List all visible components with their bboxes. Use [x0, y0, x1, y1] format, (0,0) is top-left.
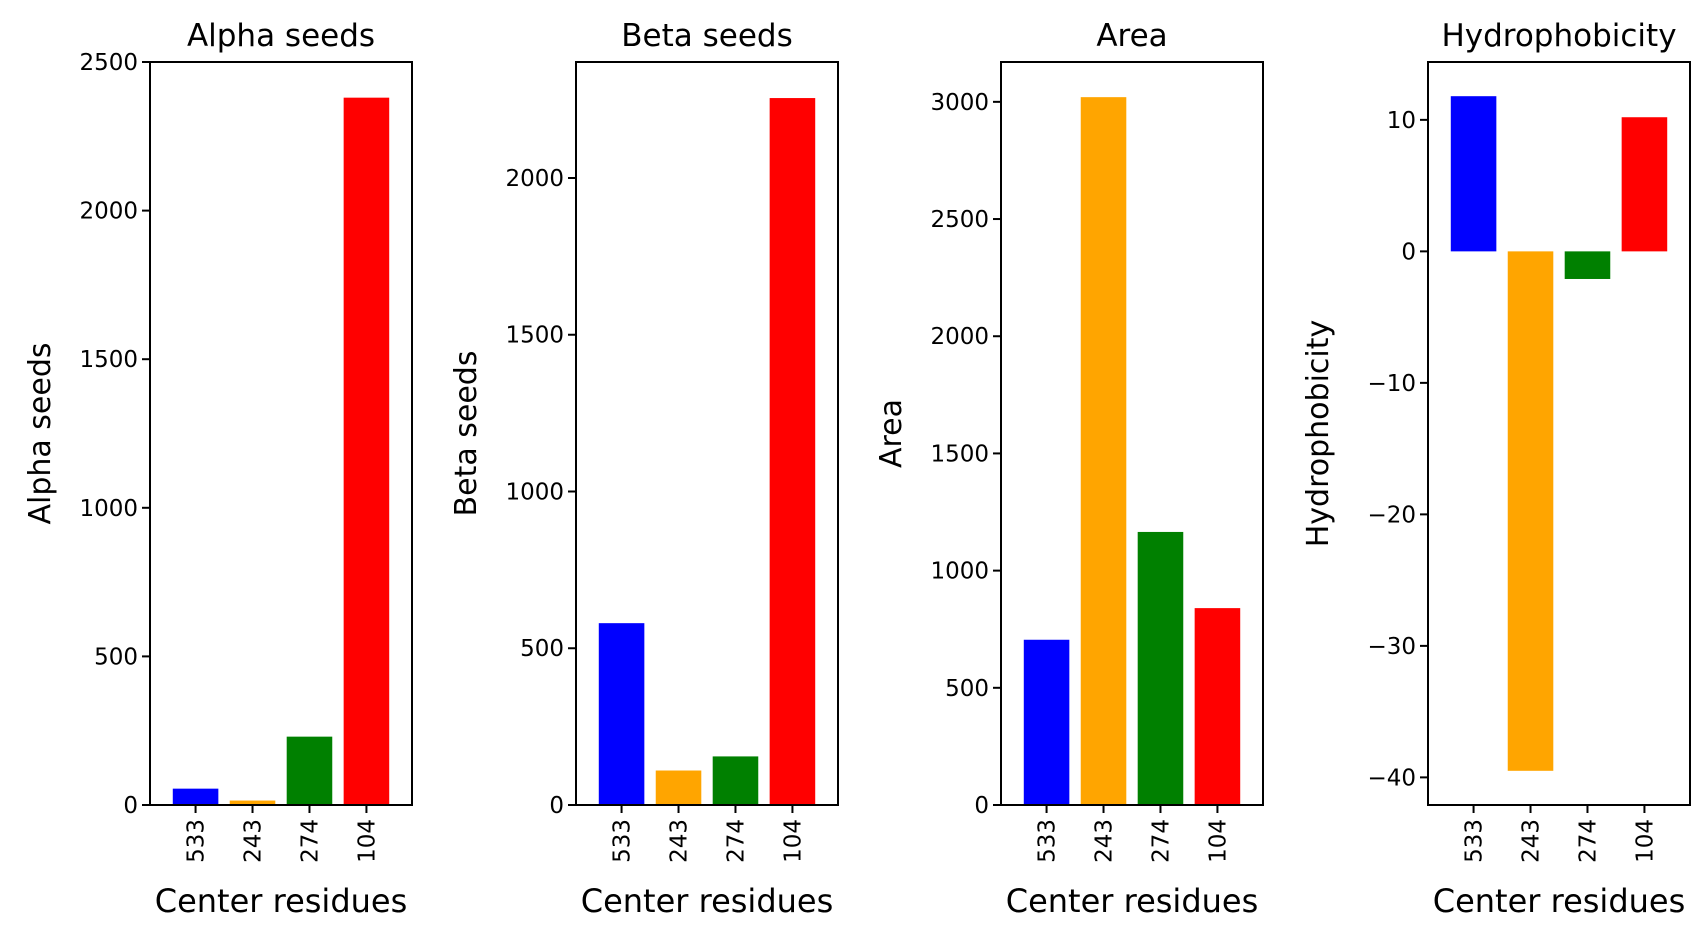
plot-frame [149, 61, 413, 806]
bar-104 [343, 97, 390, 805]
x-tick-label: 533 [1035, 819, 1061, 863]
y-tick-label: 1500 [79, 347, 138, 373]
y-tick-label: 500 [945, 676, 989, 702]
bar-533 [172, 788, 219, 805]
y-tick-label: 2000 [79, 199, 138, 225]
chart-panel-3: 533 243 274 104 0 500 1000 1500 2000 2500 3000 Area… [874, 18, 1264, 920]
bar-243 [1080, 97, 1127, 806]
y-axis-label: Beta seeds [449, 351, 484, 517]
y-tick-label: 10 [1387, 108, 1416, 134]
x-tick-label: 243 [1092, 819, 1118, 863]
bar-533 [1450, 96, 1497, 252]
bar-274 [1564, 251, 1611, 279]
y-tick-label: 1500 [930, 441, 989, 467]
x-tick-label: 533 [184, 819, 210, 863]
plot-frame [1000, 61, 1264, 806]
y-tick-label: 500 [94, 644, 138, 670]
bar-533 [598, 623, 645, 805]
y-tick-label: 2000 [505, 166, 564, 192]
bar-274 [712, 756, 759, 805]
chart-panel-4: 533 243 274 104 −40 −30 −20 −10 0 10 Hydrophobicit… [1301, 18, 1691, 920]
y-tick-label: 1500 [505, 323, 564, 349]
chart-title: Area [1096, 18, 1167, 54]
chart-title: Hydrophobicity [1441, 18, 1676, 54]
x-tick-label: 274 [723, 819, 749, 863]
y-tick-label: 1000 [79, 496, 138, 522]
bar-104 [1621, 117, 1668, 252]
y-tick-label: 1000 [930, 559, 989, 585]
chart-panel-2: 533 243 274 104 0 500 1000 1500 2000 Beta seeds Ce… [449, 18, 839, 920]
x-tick-label: 533 [1462, 819, 1488, 863]
x-tick-label: 533 [610, 819, 636, 863]
y-tick-label: −10 [1367, 371, 1416, 397]
chart-title: Alpha seeds [187, 18, 375, 54]
y-tick-label: 0 [974, 793, 989, 819]
y-tick-label: 3000 [930, 90, 989, 116]
y-tick-label: 0 [1401, 239, 1416, 265]
bar-243 [1507, 251, 1554, 771]
x-tick-label: 104 [354, 819, 380, 863]
y-axis-label: Alpha seeds [23, 342, 58, 524]
x-tick-label: 104 [1632, 819, 1658, 863]
y-axis-label: Hydrophobicity [1301, 320, 1336, 548]
y-tick-label: 0 [549, 793, 564, 819]
bar-243 [229, 800, 276, 805]
x-tick-label: 274 [297, 819, 323, 863]
x-axis-label: Center residues [581, 882, 834, 920]
y-tick-label: 0 [123, 793, 138, 819]
y-axis-label: Area [874, 399, 909, 468]
chart-panel-1: 533 243 274 104 0 500 1000 1500 2000 2500 Alpha se… [23, 18, 413, 920]
y-tick-label: 2000 [930, 324, 989, 350]
y-tick-label: 2500 [79, 50, 138, 76]
bar-274 [286, 736, 333, 805]
x-tick-label: 243 [241, 819, 267, 863]
x-tick-label: 274 [1148, 819, 1174, 863]
chart-title: Beta seeds [621, 18, 792, 54]
bar-104 [1194, 608, 1241, 805]
x-tick-label: 104 [1205, 819, 1231, 863]
bar-243 [655, 770, 702, 805]
y-tick-label: −30 [1367, 634, 1416, 660]
bar-104 [769, 98, 816, 806]
x-axis-label: Center residues [155, 882, 408, 920]
y-tick-label: −20 [1367, 502, 1416, 528]
x-tick-label: 274 [1575, 819, 1601, 863]
y-tick-label: 500 [520, 636, 564, 662]
x-tick-label: 243 [1519, 819, 1545, 863]
x-axis-label: Center residues [1006, 882, 1259, 920]
bar-533 [1023, 639, 1070, 805]
plot-frame [575, 61, 839, 806]
x-tick-label: 243 [667, 819, 693, 863]
y-tick-label: 1000 [505, 479, 564, 505]
x-axis-label: Center residues [1433, 882, 1686, 920]
y-tick-label: −40 [1367, 765, 1416, 791]
y-tick-label: 2500 [930, 207, 989, 233]
x-tick-label: 104 [780, 819, 806, 863]
bar-274 [1137, 531, 1184, 805]
plot-frame [1427, 61, 1691, 806]
